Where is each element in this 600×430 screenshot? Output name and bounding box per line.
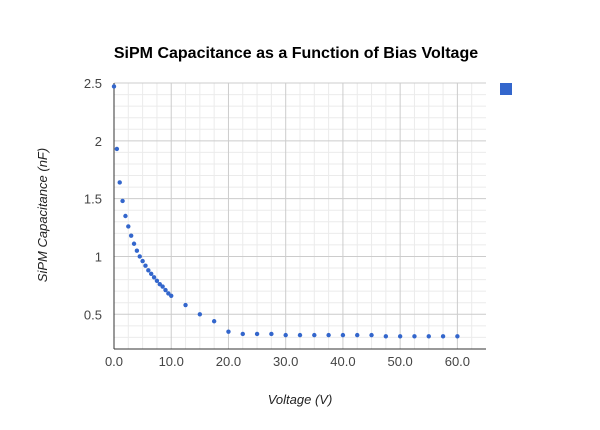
data-point [426,334,431,339]
data-point [440,334,446,339]
data-point [197,312,203,317]
data-point [169,293,174,298]
data-point [134,248,140,253]
data-point [455,334,460,339]
data-point [114,146,120,152]
grid-lines [114,82,486,349]
data-point [123,213,128,219]
data-point [340,332,346,338]
data-point [211,319,217,324]
data-point [117,180,122,185]
y-tick-label: 1.5 [84,192,102,207]
data-point [154,278,160,283]
x-tick-label: 10.0 [159,354,184,369]
x-tick-label: 30.0 [273,354,298,369]
data-point [131,241,137,246]
data-point [269,331,274,337]
data-point [163,287,168,293]
chart-title: SiPM Capacitance as a Function of Bias V… [114,45,478,62]
data-points [111,84,460,339]
data-point [383,334,389,339]
data-point [140,258,145,264]
data-point [160,284,165,289]
data-point [326,332,331,338]
data-point [128,233,134,238]
data-point [283,332,288,338]
data-point [151,275,157,280]
data-point [355,332,360,338]
data-point [412,334,417,339]
data-point [126,224,131,229]
data-point [369,332,374,338]
legend-swatch [500,83,512,95]
data-point [240,331,245,337]
data-point [312,332,317,338]
data-point [397,334,403,339]
data-point [297,332,303,338]
y-tick-label: 2 [95,134,102,149]
y-tick-label: 2.5 [84,76,102,91]
data-point [120,198,125,204]
y-axis-label: SiPM Capacitance (nF) [35,148,50,282]
x-tick-label: 20.0 [216,354,241,369]
data-point [143,263,148,268]
data-point [183,302,188,308]
x-axis-label: Voltage (V) [268,392,333,407]
y-tick-label: 1 [95,249,102,264]
data-point [254,331,260,337]
data-point [137,254,142,259]
x-tick-label: 0.0 [105,354,123,369]
axes [113,83,486,350]
x-tick-label: 40.0 [330,354,355,369]
x-tick-label: 50.0 [387,354,412,369]
tick-labels: 0.0 10.0 20.0 30.0 40.0 50.0 60.0 0.5 1 1.5 2 2.5 [84,76,470,369]
data-point [146,268,151,273]
data-point [111,84,117,89]
x-tick-label: 60.0 [445,354,470,369]
data-point [149,271,154,277]
y-tick-label: 0.5 [84,307,102,322]
data-point [226,329,231,334]
